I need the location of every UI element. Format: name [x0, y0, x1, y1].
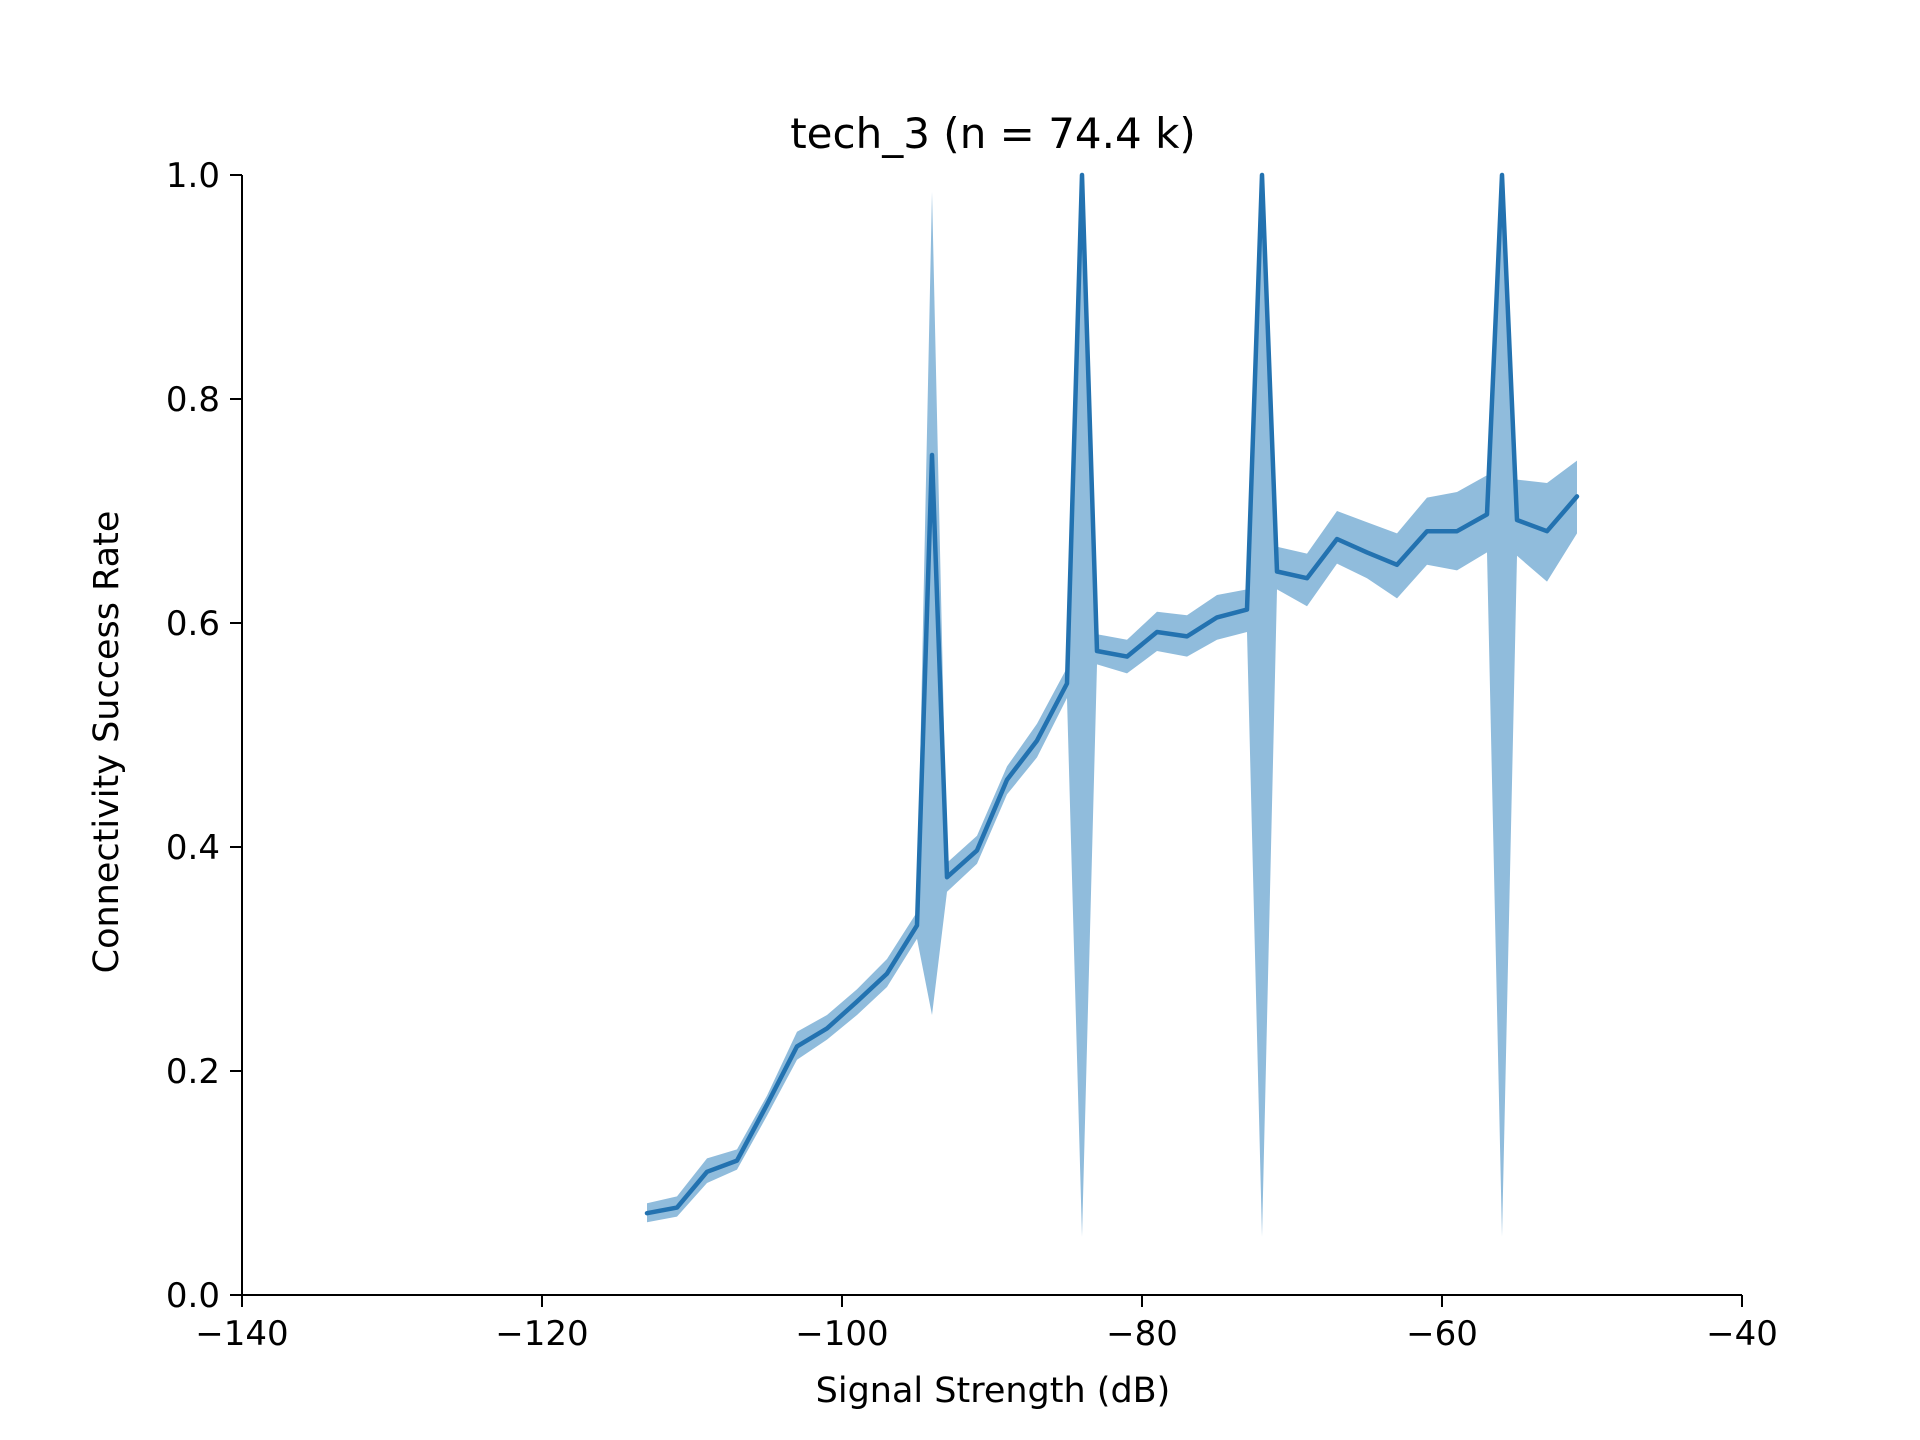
- x-tick-label: −120: [495, 1314, 588, 1354]
- y-tick-label: 0.6: [166, 604, 220, 644]
- y-tick-label: 0.4: [166, 828, 220, 868]
- y-axis-label: Connectivity Success Rate: [87, 511, 127, 974]
- chart-title: tech_3 (n = 74.4 k): [790, 109, 1196, 158]
- y-tick-label: 1.0: [166, 156, 220, 196]
- confidence-band: [647, 175, 1577, 1237]
- plot-area: −140 −120 −100 −80 −60 −40 0.0 0.2 0.4 0.6 0.8 1.0: [166, 156, 1778, 1354]
- y-tick-label: 0.8: [166, 380, 220, 420]
- y-tick-label: 0.0: [166, 1276, 220, 1316]
- x-tick-label: −80: [1106, 1314, 1178, 1354]
- x-axis-label: Signal Strength (dB): [816, 1371, 1171, 1411]
- x-tick-label: −40: [1706, 1314, 1778, 1354]
- x-tick-label: −100: [795, 1314, 888, 1354]
- y-tick-label: 0.2: [166, 1052, 220, 1092]
- x-tick-label: −60: [1406, 1314, 1478, 1354]
- series-line: [644, 172, 1580, 1216]
- x-tick-label: −140: [195, 1314, 288, 1354]
